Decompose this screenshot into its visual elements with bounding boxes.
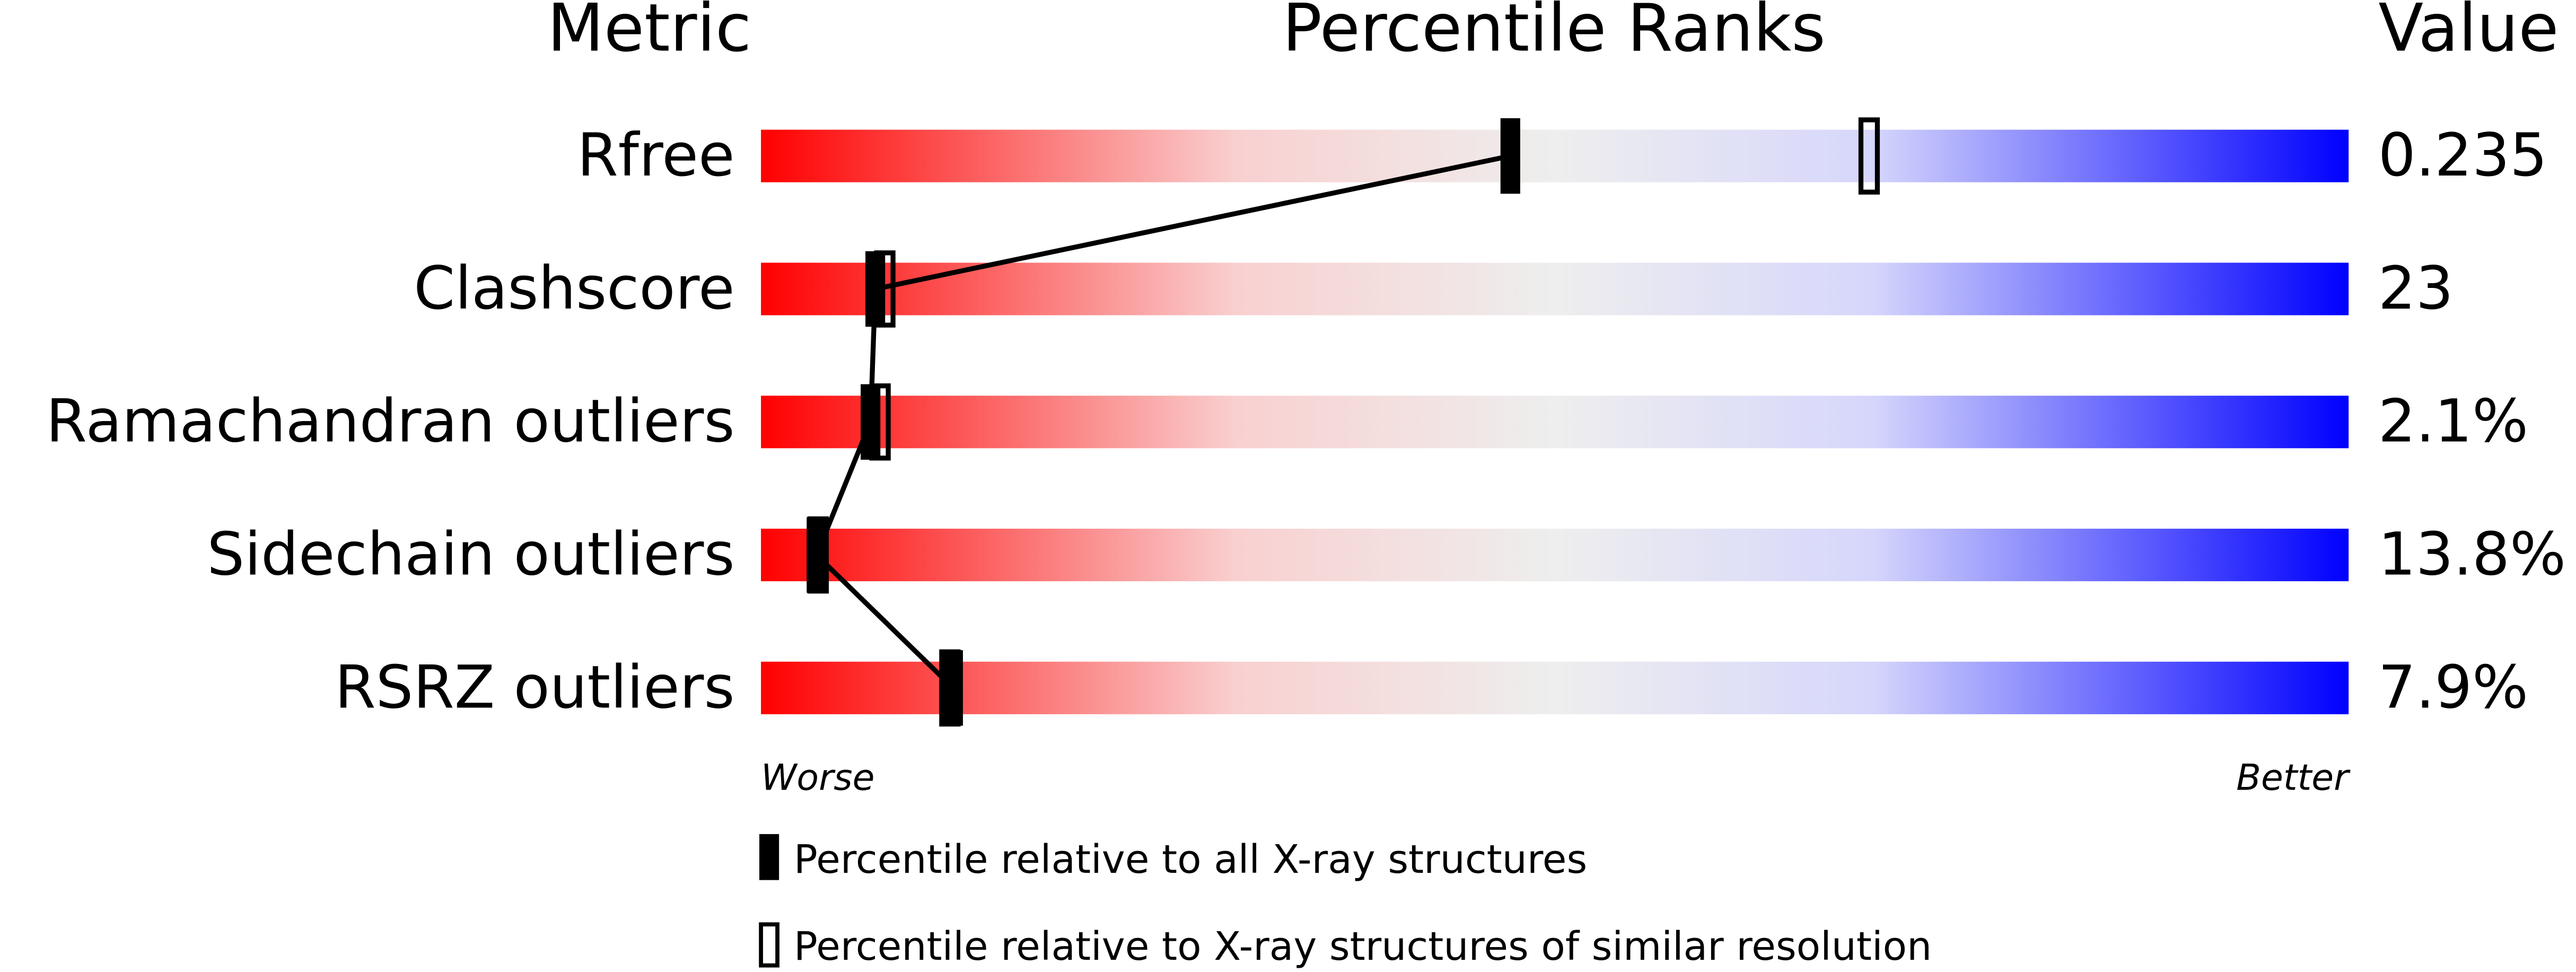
percentile-bar	[761, 262, 2349, 316]
metric-label: Sidechain outliers	[207, 520, 734, 589]
marker-open	[869, 383, 891, 461]
header-metric: Metric	[547, 0, 751, 67]
metric-label: RSRZ outliers	[335, 653, 734, 722]
metric-label: Ramachandran outliers	[46, 388, 735, 456]
header-percentile: Percentile Ranks	[1282, 0, 1825, 67]
marker-open	[1858, 117, 1880, 195]
marker-filled	[1500, 118, 1520, 194]
metric-value: 7.9%	[2378, 653, 2528, 722]
marker-open	[807, 516, 829, 594]
metric-value: 0.235	[2378, 121, 2547, 190]
metric-label: Rfree	[577, 121, 734, 190]
metric-value: 13.8%	[2378, 520, 2566, 589]
percentile-bar	[761, 129, 2349, 182]
legend-label: Percentile relative to X-ray structures …	[794, 923, 1932, 969]
metric-value: 2.1%	[2378, 388, 2528, 456]
marker-open	[874, 250, 896, 328]
axis-end-better: Better	[2236, 757, 2351, 799]
legend-label: Percentile relative to all X-ray structu…	[794, 836, 1587, 882]
percentile-bar	[761, 661, 2349, 714]
legend-swatch	[759, 834, 779, 880]
axis-end-worse: Worse	[761, 757, 874, 799]
header-value: Value	[2378, 0, 2559, 67]
marker-open	[939, 649, 961, 727]
metric-label: Clashscore	[414, 255, 734, 323]
metric-value: 23	[2378, 255, 2454, 323]
legend-swatch	[759, 922, 779, 968]
percentile-bar	[761, 529, 2349, 582]
percentile-bar	[761, 396, 2349, 449]
